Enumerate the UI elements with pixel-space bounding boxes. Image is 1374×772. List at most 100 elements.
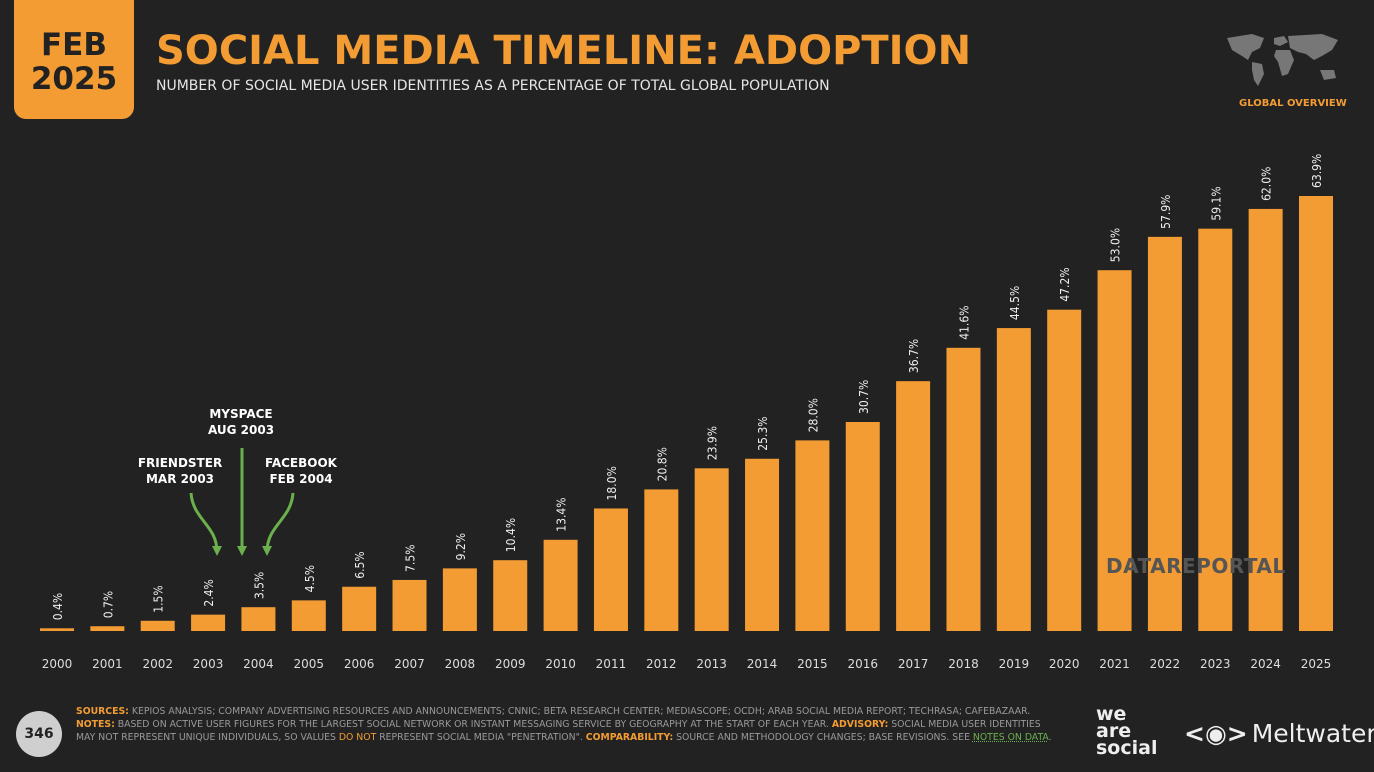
comparability-label: COMPARABILITY: [585, 732, 674, 743]
bar [795, 440, 830, 631]
bar [493, 560, 528, 631]
logo-line: we [1096, 703, 1127, 725]
x-tick-label: 2002 [142, 657, 173, 671]
meltwater-text: Meltwater [1251, 719, 1374, 748]
data-label: 25.3% [756, 416, 770, 450]
page-title: SOCIAL MEDIA TIMELINE: ADOPTION [156, 28, 972, 74]
data-label: 23.9% [706, 426, 720, 460]
annotation-label: MYSPACE [209, 407, 272, 421]
data-label: 1.5% [152, 585, 166, 612]
annotation-label: FRIENDSTER [138, 456, 222, 470]
bar [1047, 309, 1082, 631]
bar [241, 607, 276, 631]
bar [543, 539, 578, 631]
x-tick-label: 2001 [92, 657, 123, 671]
x-tick-label: 2016 [847, 657, 878, 671]
bar [694, 468, 729, 631]
bar [392, 579, 427, 631]
data-label: 9.2% [454, 533, 468, 560]
bar [644, 489, 679, 631]
data-label: 13.4% [555, 497, 569, 531]
x-tick-label: 2009 [495, 657, 526, 671]
x-tick-label: 2020 [1049, 657, 1080, 671]
datareportal-watermark: DATAREPORTAL [1106, 554, 1286, 578]
bar [996, 328, 1031, 631]
data-label: 62.0% [1260, 167, 1274, 201]
x-tick-label: 2014 [747, 657, 778, 671]
footer-notes: SOURCES: KEPIOS ANALYSIS; COMPANY ADVERT… [76, 705, 1061, 744]
bar [845, 422, 880, 631]
data-label: 53.0% [1109, 228, 1123, 262]
data-label: 36.7% [907, 339, 921, 373]
arrow-head-icon [237, 546, 247, 556]
page-number: 346 [16, 711, 62, 757]
x-tick-label: 2007 [394, 657, 425, 671]
annotation: FACEBOOK FEB 2004 [265, 456, 338, 486]
notes-label: NOTES: [76, 719, 115, 730]
annotation-arrow [265, 492, 295, 553]
x-tick-label: 2013 [696, 657, 727, 671]
data-label: 0.7% [101, 591, 115, 618]
x-tick-label: 2003 [193, 657, 224, 671]
x-tick-label: 2008 [445, 657, 476, 671]
annotation: MYSPACE AUG 2003 [208, 407, 274, 437]
data-label: 20.8% [655, 447, 669, 481]
data-label: 10.4% [504, 518, 518, 552]
meltwater-eye-icon: <◉> [1184, 719, 1248, 748]
notes-on-data-link[interactable]: NOTES ON DATA [972, 732, 1049, 743]
data-label: 28.0% [806, 398, 820, 432]
bar [140, 620, 175, 631]
bar [442, 568, 477, 631]
bar [191, 614, 226, 631]
x-tick-label: 2019 [999, 657, 1030, 671]
bar [745, 458, 780, 631]
data-label: 59.1% [1209, 186, 1223, 220]
annotation: FRIENDSTER MAR 2003 [138, 456, 222, 486]
x-tick-label: 2006 [344, 657, 375, 671]
x-tick-label: 2000 [42, 657, 73, 671]
advisory-text-2: REPRESENT SOCIAL MEDIA "PENETRATION". [376, 732, 586, 743]
data-label: 0.4% [51, 593, 65, 620]
advisory-label: ADVISORY: [831, 719, 889, 730]
x-tick-label: 2004 [243, 657, 274, 671]
x-tick-label: 2021 [1099, 657, 1130, 671]
bar [1299, 196, 1333, 631]
arrow-head-icon [212, 546, 222, 556]
annotation-label: MAR 2003 [146, 472, 214, 486]
meltwater-logo: <◉> Meltwater [1184, 719, 1374, 748]
data-label: 30.7% [857, 380, 871, 414]
x-tick-label: 2025 [1301, 657, 1332, 671]
x-tick-label: 2023 [1200, 657, 1231, 671]
data-label: 4.5% [303, 565, 317, 592]
advisory-text: SOCIAL MEDIA USER IDENTITIES MAY NOT REP… [76, 719, 1041, 743]
logo-line: are [1096, 720, 1132, 742]
bar [946, 347, 981, 631]
x-tick-label: 2015 [797, 657, 828, 671]
bar [1097, 270, 1132, 631]
comparability-text: SOURCE AND METHODOLOGY CHANGES; BASE REV… [673, 732, 973, 743]
bar [1198, 228, 1233, 631]
x-tick-label: 2018 [948, 657, 979, 671]
world-map-icon [1227, 34, 1338, 86]
footer-end: . [1048, 732, 1052, 743]
bar [593, 508, 628, 631]
annotation-label: FACEBOOK [265, 456, 338, 470]
x-tick-label: 2012 [646, 657, 677, 671]
x-tick-label: 2005 [294, 657, 325, 671]
annotation-arrow [189, 492, 219, 553]
logo-line: social [1096, 737, 1158, 759]
data-label: 18.0% [605, 466, 619, 500]
date-badge: FEB 2025 [14, 0, 134, 119]
arrow-head-icon [262, 546, 272, 556]
data-label: 63.9% [1310, 154, 1324, 188]
data-label: 57.9% [1159, 195, 1173, 229]
bar [90, 626, 125, 631]
x-tick-label: 2022 [1150, 657, 1181, 671]
data-label: 3.5% [252, 572, 266, 599]
data-label: 47.2% [1058, 267, 1072, 301]
bar [1147, 236, 1182, 631]
bar [40, 628, 74, 631]
notes-text: BASED ON ACTIVE USER FIGURES FOR THE LAR… [114, 719, 832, 730]
bar [896, 381, 931, 631]
